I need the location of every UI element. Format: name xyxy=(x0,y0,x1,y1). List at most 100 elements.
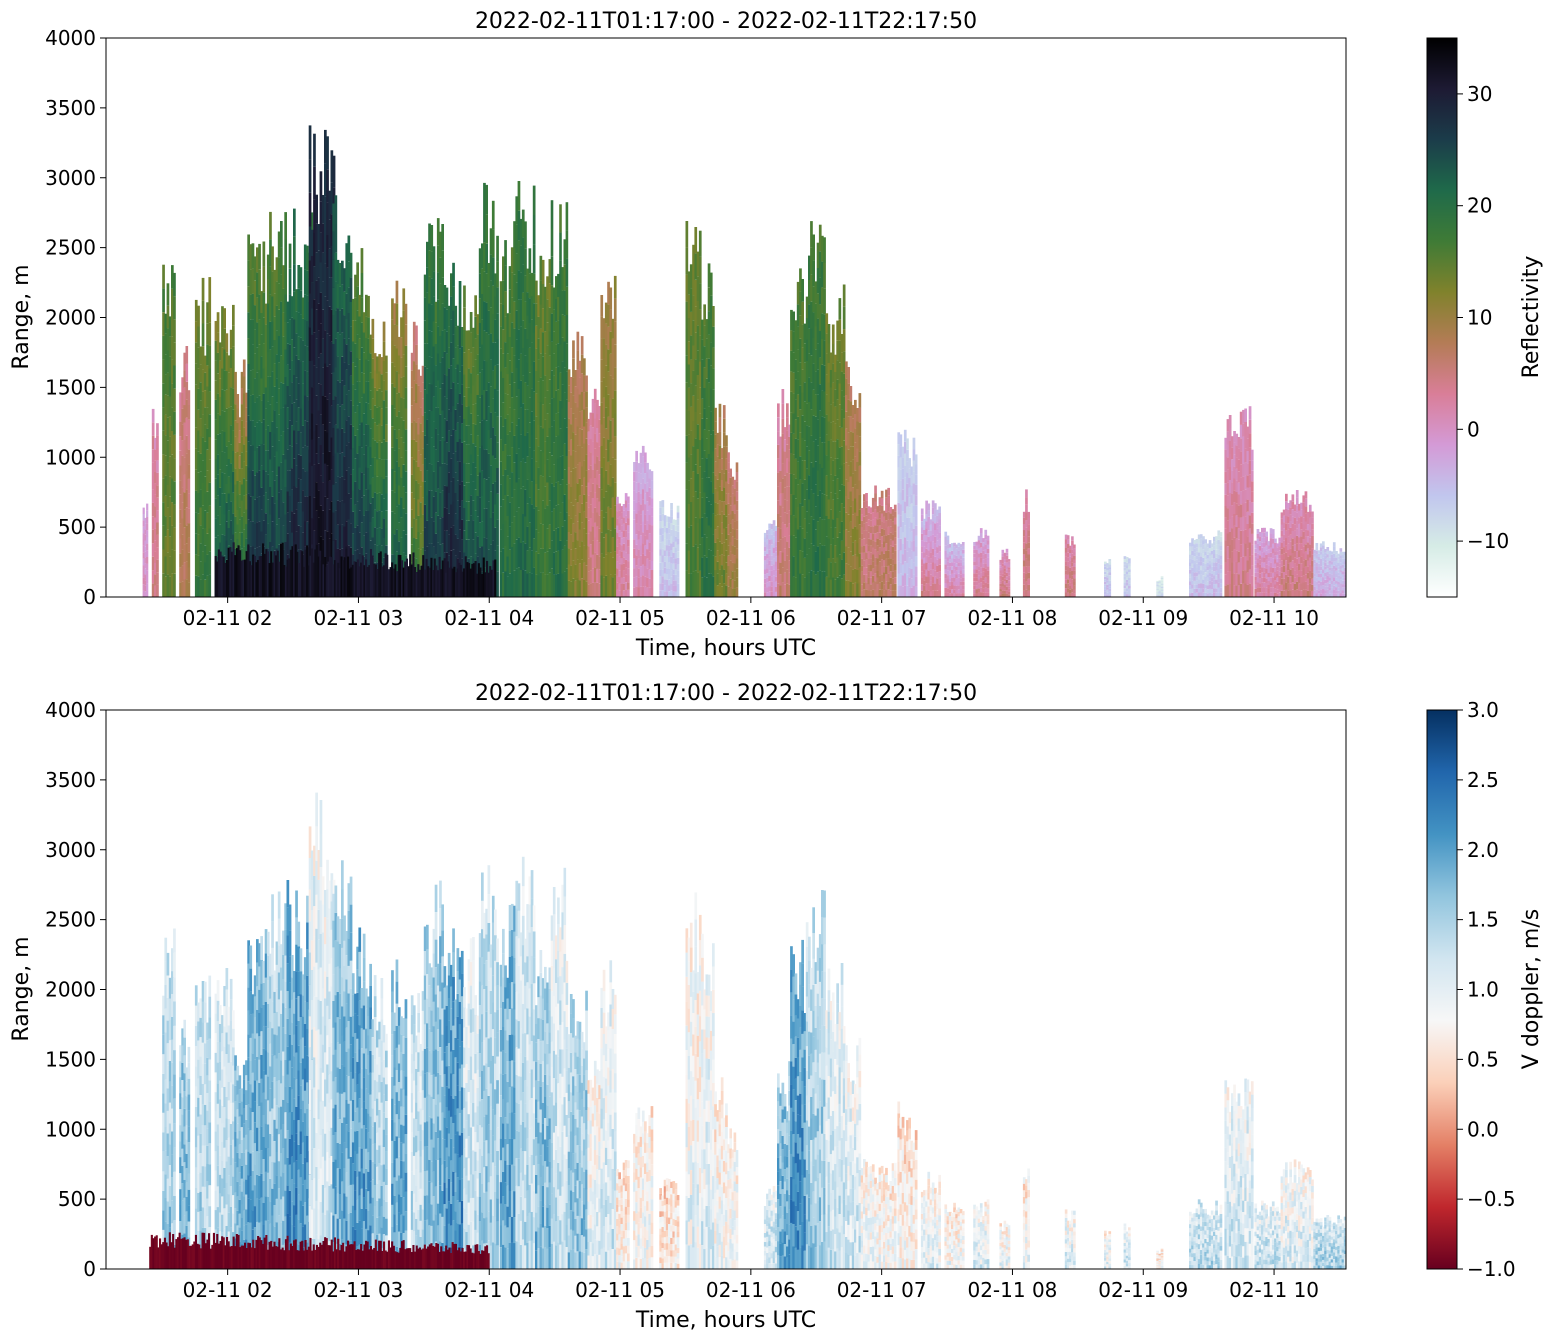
reflectivity-cell xyxy=(144,557,147,564)
reflectivity-cell xyxy=(242,393,246,411)
reflectivity-cell xyxy=(781,463,785,479)
reflectivity-cell xyxy=(349,449,353,475)
reflectivity-cell xyxy=(319,292,323,324)
reflectivity-cell xyxy=(472,500,475,521)
reflectivity-cell xyxy=(637,472,641,483)
reflectivity-cell xyxy=(725,550,728,563)
reflectivity-cell xyxy=(173,458,176,482)
reflectivity-cell xyxy=(635,523,638,535)
reflectivity-cell xyxy=(714,529,717,543)
reflectivity-cell xyxy=(814,349,818,372)
reflectivity-cell xyxy=(485,273,488,303)
reflectivity-cell xyxy=(854,442,857,457)
reflectivity-cell xyxy=(616,582,619,590)
reflectivity-cell xyxy=(842,396,846,419)
reflectivity-cell xyxy=(799,409,802,433)
reflectivity-cell xyxy=(142,545,145,553)
reflectivity-cell xyxy=(181,518,184,535)
reflectivity-cell xyxy=(288,243,292,269)
reflectivity-cell xyxy=(986,540,990,545)
reflectivity-cell xyxy=(299,314,303,338)
reflectivity-cell xyxy=(1001,586,1005,591)
reflectivity-cell xyxy=(834,441,837,459)
reflectivity-cell xyxy=(847,399,850,417)
reflectivity-cell xyxy=(277,362,281,389)
reflectivity-cell xyxy=(616,504,619,512)
reflectivity-cell xyxy=(786,555,789,570)
reflectivity-cell xyxy=(156,460,159,473)
reflectivity-cell xyxy=(977,570,981,576)
reflectivity-cell xyxy=(836,557,839,578)
reflectivity-cell xyxy=(293,513,296,542)
reflectivity-cell xyxy=(957,546,961,551)
reflectivity-cell xyxy=(912,471,916,484)
reflectivity-cell xyxy=(144,523,147,530)
reflectivity-cell xyxy=(179,480,182,495)
reflectivity-cell xyxy=(569,502,573,519)
reflectivity-cell xyxy=(185,453,189,472)
reflectivity-cell xyxy=(376,407,379,426)
reflectivity-cell xyxy=(816,369,820,395)
reflectivity-cell xyxy=(687,271,691,295)
reflectivity-cell xyxy=(504,367,507,394)
reflectivity-cell xyxy=(613,344,617,368)
reflectivity-cell xyxy=(687,411,691,435)
reflectivity-cell xyxy=(173,527,176,551)
reflectivity-cell xyxy=(887,487,890,496)
reflectivity-cell xyxy=(499,484,503,507)
reflectivity-cell xyxy=(417,515,420,532)
reflectivity-cell xyxy=(727,524,730,535)
reflectivity-cell xyxy=(206,407,209,429)
reflectivity-cell xyxy=(887,589,890,597)
reflectivity-cell xyxy=(502,475,505,500)
reflectivity-cell xyxy=(799,432,802,457)
reflectivity-cell xyxy=(936,547,939,554)
reflectivity-cell xyxy=(297,431,301,455)
reflectivity-cell xyxy=(984,573,988,578)
reflectivity-cell xyxy=(234,500,237,517)
reflectivity-cell xyxy=(206,554,209,576)
reflectivity-cell xyxy=(513,435,516,463)
reflectivity-cell xyxy=(308,226,312,261)
reflectivity-cell xyxy=(472,424,475,444)
reflectivity-cell xyxy=(144,551,147,558)
reflectivity-cell xyxy=(164,455,168,476)
reflectivity-cell xyxy=(338,310,342,335)
reflectivity-cell xyxy=(587,507,591,521)
reflectivity-cell xyxy=(465,387,468,407)
reflectivity-cell xyxy=(591,512,595,527)
reflectivity-cell xyxy=(725,562,728,574)
reflectivity-cell xyxy=(786,569,789,584)
reflectivity-cell xyxy=(977,562,981,567)
reflectivity-cell xyxy=(735,548,739,559)
reflectivity-cell xyxy=(269,294,272,322)
reflectivity-cell xyxy=(801,551,804,575)
reflectivity-cell xyxy=(301,383,305,405)
reflectivity-cell xyxy=(345,394,349,421)
reflectivity-cell xyxy=(436,461,440,489)
reflectivity-cell xyxy=(801,438,804,461)
reflectivity-cell xyxy=(580,410,584,430)
reflectivity-echo-column xyxy=(860,485,877,597)
reflectivity-cell xyxy=(227,459,231,477)
reflectivity-cell xyxy=(812,571,815,597)
reflectivity-cell xyxy=(865,574,868,583)
reflectivity-cell xyxy=(238,442,242,456)
reflectivity-cell xyxy=(810,221,813,248)
reflectivity-cell xyxy=(441,330,444,358)
reflectivity-cell xyxy=(665,533,669,540)
reflectivity-cell xyxy=(310,465,314,493)
reflectivity-cell xyxy=(689,406,693,431)
reflectivity-cell xyxy=(218,397,222,416)
reflectivity-cell xyxy=(330,214,334,246)
reflectivity-cell xyxy=(763,532,767,538)
reflectivity-cell xyxy=(349,351,353,376)
reflectivity-cell xyxy=(299,337,303,362)
reflectivity-cell xyxy=(593,507,597,523)
reflectivity-cell xyxy=(611,438,615,458)
reflectivity-cell xyxy=(880,513,884,522)
reflectivity-cell xyxy=(264,303,268,325)
reflectivity-cell xyxy=(253,378,257,403)
reflectivity-cell xyxy=(227,355,231,373)
reflectivity-cell xyxy=(805,425,809,447)
